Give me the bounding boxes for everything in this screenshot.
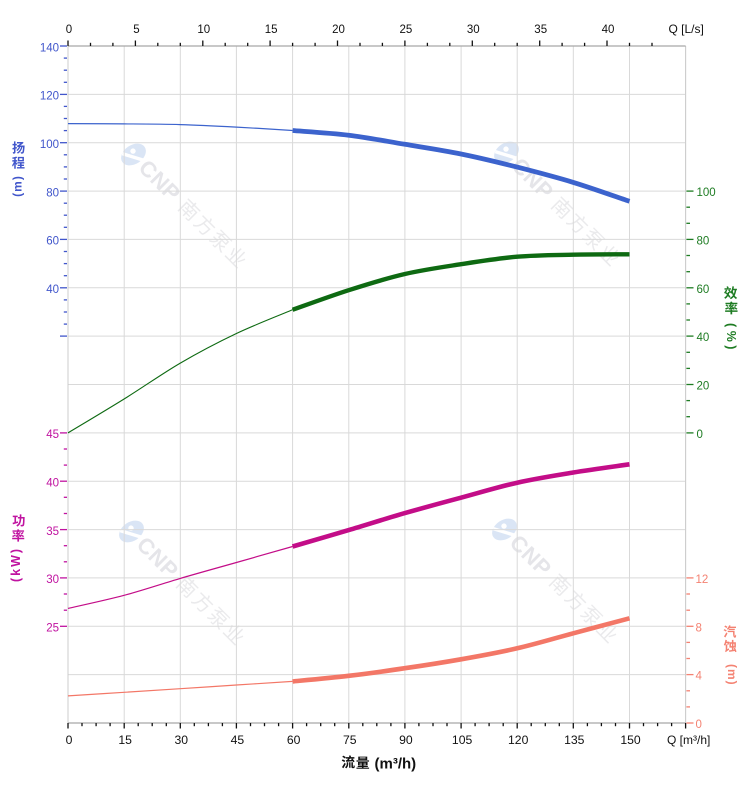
svg-text:25: 25	[46, 623, 59, 635]
svg-text:25: 25	[400, 24, 413, 36]
svg-text:4: 4	[696, 671, 703, 683]
svg-text:8: 8	[696, 622, 702, 634]
svg-text:100: 100	[697, 187, 716, 199]
svg-text:(m): (m)	[11, 175, 25, 197]
svg-text:(%): (%)	[724, 323, 738, 353]
svg-text:80: 80	[46, 187, 59, 199]
svg-text:(kW): (kW)	[9, 547, 23, 582]
svg-text:Q [L/s]: Q [L/s]	[669, 22, 704, 36]
svg-text:40: 40	[697, 332, 710, 344]
svg-text:12: 12	[696, 574, 709, 586]
svg-text:45: 45	[231, 733, 245, 747]
svg-text:45: 45	[46, 429, 59, 441]
svg-text:20: 20	[697, 381, 710, 393]
svg-text:15: 15	[265, 24, 278, 36]
svg-text:140: 140	[40, 42, 59, 54]
svg-text:Q [m³/h]: Q [m³/h]	[667, 733, 710, 747]
svg-text:35: 35	[46, 526, 59, 538]
svg-text:40: 40	[46, 284, 59, 296]
svg-text:120: 120	[40, 91, 59, 103]
svg-text:0: 0	[696, 719, 702, 731]
svg-text:135: 135	[564, 733, 585, 747]
svg-text:120: 120	[508, 733, 529, 747]
svg-text:80: 80	[697, 235, 710, 247]
svg-text:0: 0	[66, 24, 72, 36]
svg-text:30: 30	[46, 574, 59, 586]
svg-text:10: 10	[197, 24, 210, 36]
svg-text:40: 40	[602, 24, 615, 36]
svg-text:30: 30	[467, 24, 480, 36]
svg-text:5: 5	[133, 24, 139, 36]
svg-text:60: 60	[46, 236, 59, 248]
svg-text:30: 30	[175, 733, 189, 747]
svg-text:75: 75	[343, 733, 357, 747]
svg-text:0: 0	[66, 733, 73, 747]
svg-text:15: 15	[118, 733, 132, 747]
svg-text:40: 40	[46, 478, 59, 490]
svg-text:100: 100	[40, 139, 59, 151]
svg-text:(m): (m)	[725, 664, 739, 686]
svg-text:90: 90	[399, 733, 413, 747]
svg-text:60: 60	[697, 284, 710, 296]
svg-text:150: 150	[620, 733, 641, 747]
svg-text:105: 105	[452, 733, 473, 747]
svg-text:60: 60	[287, 733, 301, 747]
svg-text:20: 20	[332, 24, 345, 36]
svg-text:0: 0	[697, 429, 703, 441]
svg-text:(m³/h): (m³/h)	[375, 755, 417, 772]
svg-text:35: 35	[534, 24, 547, 36]
